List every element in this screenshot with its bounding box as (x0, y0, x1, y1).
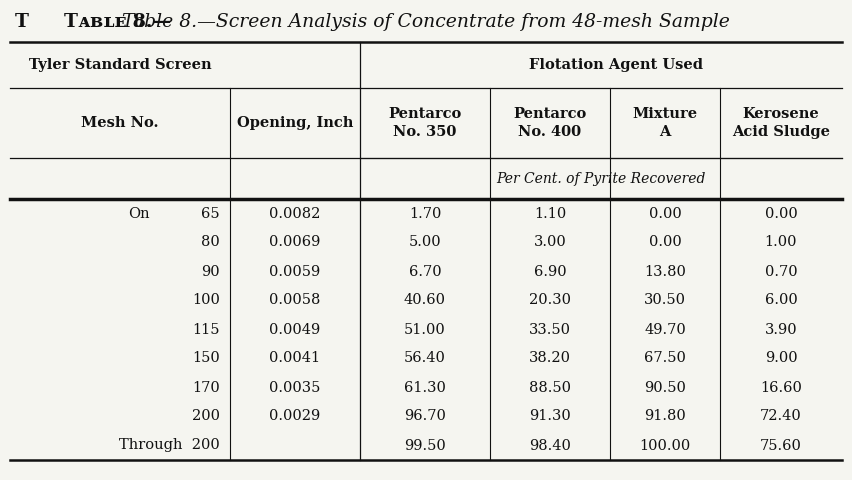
Text: Pentarco
No. 350: Pentarco No. 350 (389, 108, 462, 139)
Text: Mixture
A: Mixture A (632, 108, 698, 139)
Text: 0.0049: 0.0049 (269, 323, 320, 336)
Text: 0.0059: 0.0059 (269, 264, 320, 278)
Text: Pentarco
No. 400: Pentarco No. 400 (514, 108, 587, 139)
Text: 65: 65 (201, 206, 220, 220)
Text: 75.60: 75.60 (760, 439, 802, 453)
Text: Table 8.—Screen Analysis of Concentrate from 48-mesh Sample: Table 8.—Screen Analysis of Concentrate … (122, 13, 730, 31)
Text: 150: 150 (193, 351, 220, 365)
Text: On: On (129, 206, 150, 220)
Text: 9.00: 9.00 (765, 351, 797, 365)
Text: 3.00: 3.00 (533, 236, 567, 250)
Text: 72.40: 72.40 (760, 409, 802, 423)
Text: 33.50: 33.50 (529, 323, 571, 336)
Text: 1.70: 1.70 (409, 206, 441, 220)
Text: 200: 200 (192, 409, 220, 423)
Text: 91.80: 91.80 (644, 409, 686, 423)
Text: 5.00: 5.00 (409, 236, 441, 250)
Text: 90: 90 (201, 264, 220, 278)
Text: 0.0058: 0.0058 (269, 293, 320, 308)
Text: 99.50: 99.50 (404, 439, 446, 453)
Text: 0.0041: 0.0041 (269, 351, 320, 365)
Text: 115: 115 (193, 323, 220, 336)
Text: 0.00: 0.00 (648, 236, 682, 250)
Text: 0.00: 0.00 (764, 206, 797, 220)
Text: 20.30: 20.30 (529, 293, 571, 308)
Text: Mesh No.: Mesh No. (81, 116, 158, 130)
Text: Tᴀʙʟᴇ 8.—: Tᴀʙʟᴇ 8.— (65, 13, 171, 31)
Text: 91.30: 91.30 (529, 409, 571, 423)
Text: 0.00: 0.00 (648, 206, 682, 220)
Text: 6.00: 6.00 (764, 293, 797, 308)
Text: T: T (15, 13, 29, 31)
Text: 6.70: 6.70 (409, 264, 441, 278)
Text: 51.00: 51.00 (404, 323, 446, 336)
Text: 16.60: 16.60 (760, 381, 802, 395)
Text: 96.70: 96.70 (404, 409, 446, 423)
Text: 49.70: 49.70 (644, 323, 686, 336)
Text: 0.0069: 0.0069 (269, 236, 320, 250)
Text: 13.80: 13.80 (644, 264, 686, 278)
Text: Through  200: Through 200 (119, 439, 220, 453)
Text: 98.40: 98.40 (529, 439, 571, 453)
Text: 61.30: 61.30 (404, 381, 446, 395)
Text: 30.50: 30.50 (644, 293, 686, 308)
Text: 6.90: 6.90 (533, 264, 567, 278)
Text: 80: 80 (201, 236, 220, 250)
Text: Kerosene
Acid Sludge: Kerosene Acid Sludge (732, 108, 830, 139)
Text: 56.40: 56.40 (404, 351, 446, 365)
Text: 1.00: 1.00 (765, 236, 797, 250)
Text: 100.00: 100.00 (639, 439, 691, 453)
Text: 100: 100 (192, 293, 220, 308)
Text: 40.60: 40.60 (404, 293, 446, 308)
Text: 90.50: 90.50 (644, 381, 686, 395)
Text: 0.0082: 0.0082 (269, 206, 320, 220)
Text: Flotation Agent Used: Flotation Agent Used (529, 58, 703, 72)
Text: Tyler Standard Screen: Tyler Standard Screen (29, 58, 211, 72)
Text: 170: 170 (193, 381, 220, 395)
Text: 0.70: 0.70 (765, 264, 797, 278)
Text: 3.90: 3.90 (765, 323, 797, 336)
Text: Opening, Inch: Opening, Inch (237, 116, 354, 130)
Text: 88.50: 88.50 (529, 381, 571, 395)
Text: 0.0035: 0.0035 (269, 381, 320, 395)
Text: 38.20: 38.20 (529, 351, 571, 365)
Text: 0.0029: 0.0029 (269, 409, 320, 423)
Text: 1.10: 1.10 (534, 206, 566, 220)
Text: Per Cent. of Pyrite Recovered: Per Cent. of Pyrite Recovered (497, 171, 705, 185)
Text: 67.50: 67.50 (644, 351, 686, 365)
